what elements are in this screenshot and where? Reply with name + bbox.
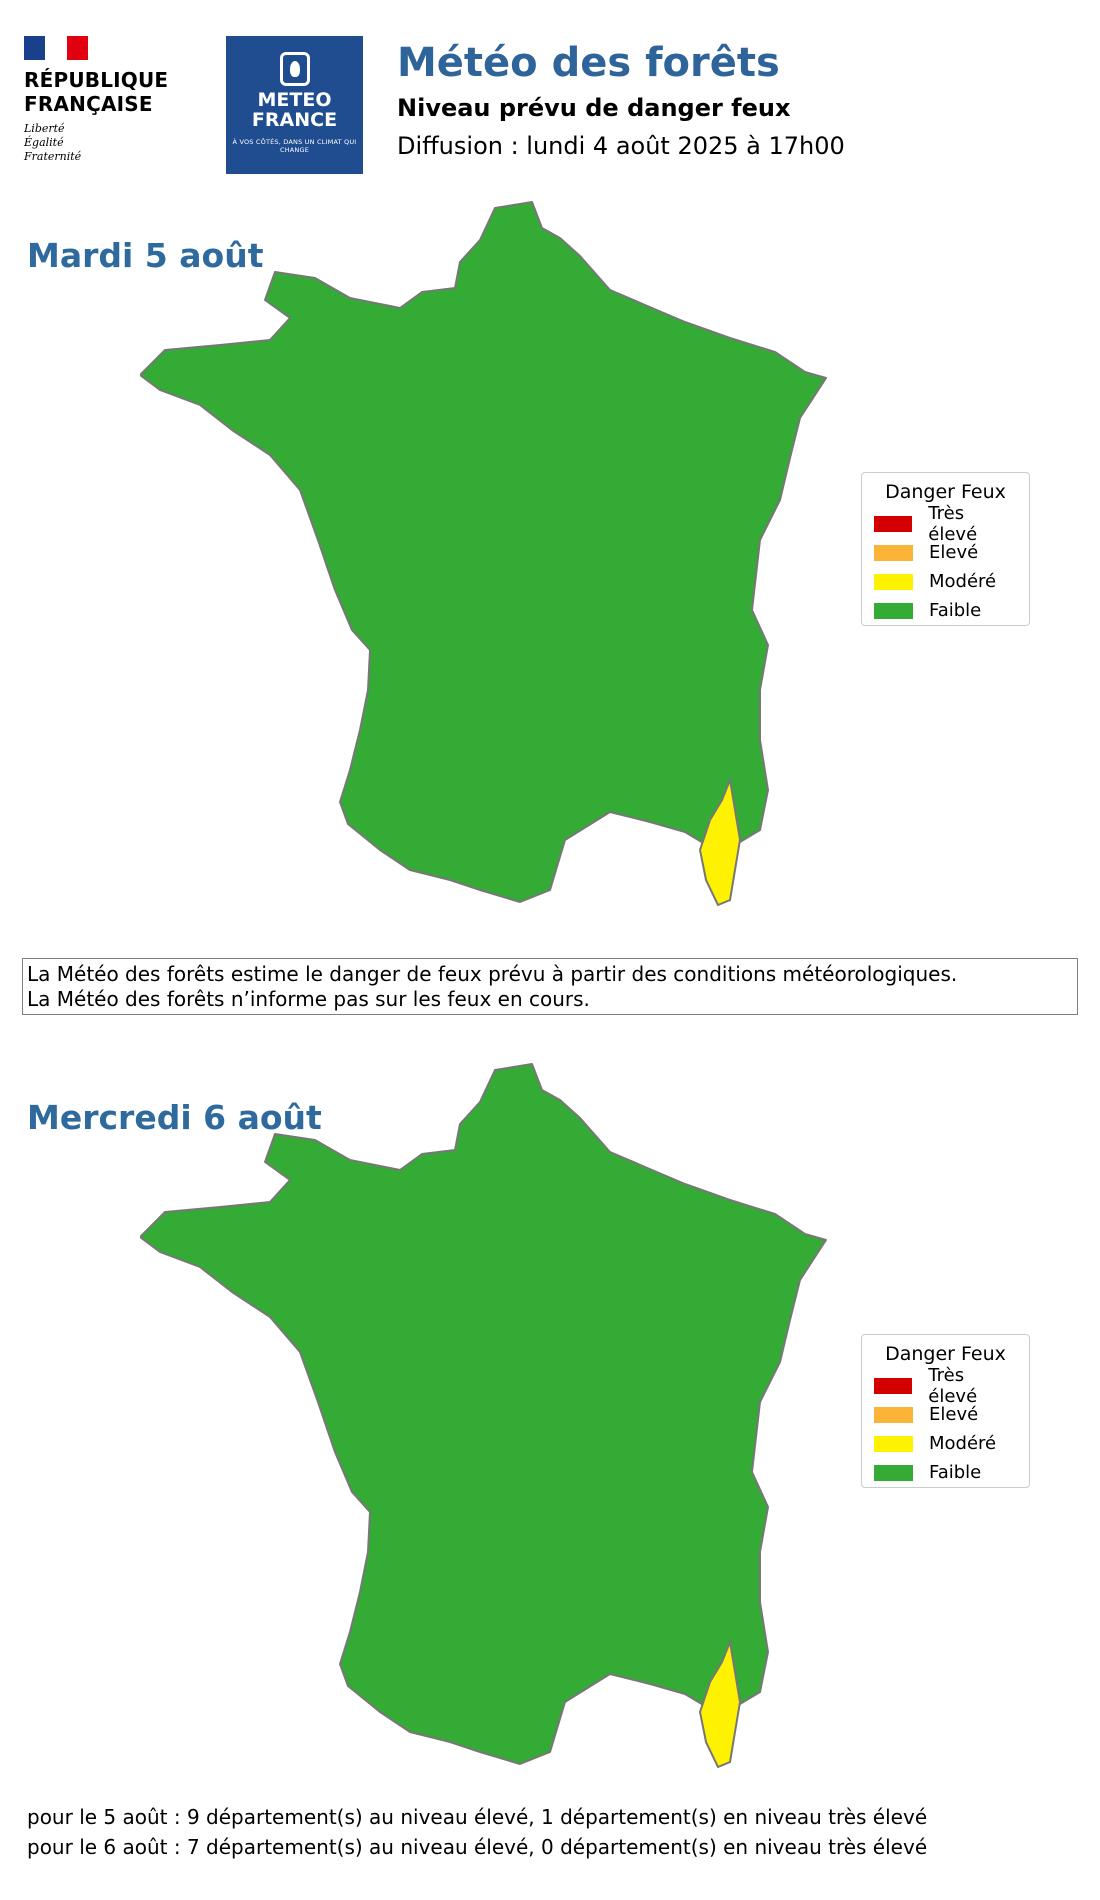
legend-item-tres-eleve: Très élevé	[874, 503, 1017, 545]
legend-day-1: Danger Feux Très élevé Elevé Modéré Faib…	[861, 472, 1030, 626]
summary-line-1: pour le 5 août : 9 département(s) au niv…	[27, 1805, 928, 1829]
info-box: La Météo des forêts estime le danger de …	[22, 958, 1078, 1015]
france-map-day-1	[140, 201, 827, 907]
republic-name-line2: FRANÇAISE	[24, 92, 153, 116]
legend-item-eleve: Elevé	[874, 538, 1017, 567]
day-title-1: Mardi 5 août	[27, 236, 264, 275]
legend-item-faible: Faible	[874, 596, 1017, 625]
france-mainland-shape	[140, 1063, 827, 1765]
legend-label: Faible	[929, 600, 982, 621]
summary-line-2: pour le 6 août : 7 département(s) au niv…	[27, 1835, 928, 1859]
french-flag-icon	[24, 36, 88, 60]
legend-label: Faible	[929, 1462, 982, 1483]
legend-item-modere: Modéré	[874, 567, 1017, 596]
republic-name-line1: RÉPUBLIQUE	[24, 68, 169, 92]
legend-item-eleve: Elevé	[874, 1400, 1017, 1429]
meteo-france-name-line2: FRANCE	[251, 109, 338, 131]
meteo-france-icon	[279, 52, 310, 86]
legend-label: Elevé	[929, 1404, 979, 1425]
republique-francaise-logo: RÉPUBLIQUE FRANÇAISE Liberté Égalité Fra…	[24, 36, 194, 176]
meteo-france-tagline: À VOS CÔTÉS, DANS UN CLIMAT QUI CHANGE	[232, 138, 357, 154]
legend-swatch-red	[874, 1377, 913, 1394]
legend-title: Danger Feux	[885, 1343, 1006, 1365]
legend-label: Elevé	[929, 542, 979, 563]
corsica-shape	[698, 776, 742, 907]
legend-title: Danger Feux	[885, 481, 1006, 503]
page-subtitle: Niveau prévu de danger feux	[397, 94, 791, 122]
legend-label: Modéré	[929, 571, 997, 592]
corsica-shape	[698, 1638, 742, 1769]
legend-item-modere: Modéré	[874, 1429, 1017, 1458]
legend-swatch-orange	[874, 544, 913, 561]
france-map-day-2	[140, 1063, 827, 1769]
legend-day-2: Danger Feux Très élevé Elevé Modéré Faib…	[861, 1334, 1030, 1488]
legend-swatch-green	[874, 1464, 913, 1481]
diffusion-date: Diffusion : lundi 4 août 2025 à 17h00	[397, 132, 845, 160]
legend-swatch-yellow	[874, 573, 913, 590]
motto-fraternite: Fraternité	[24, 150, 82, 163]
legend-label: Très élevé	[928, 502, 978, 545]
meteo-france-logo: METEO FRANCE À VOS CÔTÉS, DANS UN CLIMAT…	[226, 36, 363, 174]
france-mainland-shape	[140, 201, 827, 903]
meteo-france-name-line1: METEO	[257, 89, 332, 111]
legend-swatch-yellow	[874, 1435, 913, 1452]
day-title-2: Mercredi 6 août	[27, 1098, 322, 1137]
legend-swatch-green	[874, 602, 913, 619]
legend-item-faible: Faible	[874, 1458, 1017, 1487]
legend-swatch-red	[874, 515, 913, 532]
info-line-1: La Météo des forêts estime le danger de …	[27, 962, 958, 986]
info-line-2: La Météo des forêts n’informe pas sur le…	[27, 987, 590, 1011]
legend-swatch-orange	[874, 1406, 913, 1423]
page-title: Météo des forêts	[397, 40, 780, 86]
motto-egalite: Égalité	[24, 136, 64, 149]
motto-liberte: Liberté	[24, 122, 65, 135]
legend-label: Très élevé	[928, 1364, 978, 1407]
legend-item-tres-eleve: Très élevé	[874, 1365, 1017, 1407]
legend-label: Modéré	[929, 1433, 997, 1454]
summary: pour le 5 août : 9 département(s) au niv…	[27, 1802, 927, 1862]
